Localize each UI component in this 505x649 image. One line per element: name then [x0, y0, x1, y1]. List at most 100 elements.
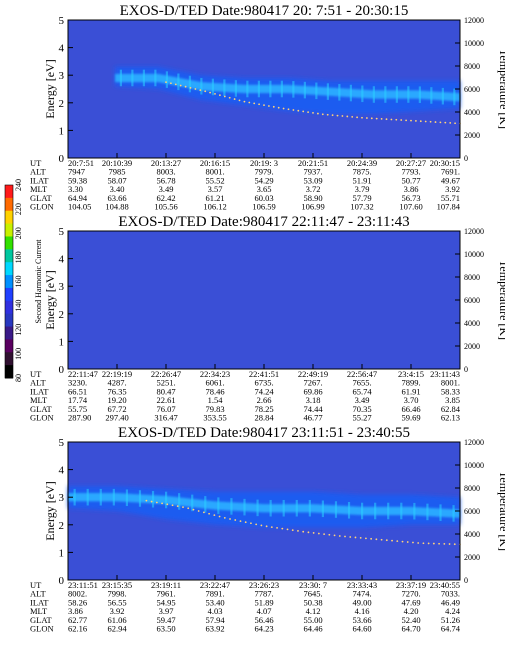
band-stripe: [387, 502, 390, 520]
table-cell: 20:27:27: [396, 158, 426, 168]
table-cell: 6735.: [254, 378, 273, 388]
table-cell: 4.03: [208, 606, 223, 616]
table-cell: 353.55: [203, 413, 226, 423]
table-cell: 3.49: [355, 395, 370, 405]
band-stripe: [372, 86, 375, 103]
table-cell: 23:4:15: [398, 369, 424, 379]
band-stripe: [230, 498, 233, 515]
table-cell: 78.25: [254, 404, 273, 414]
temperature-point: [410, 119, 412, 122]
table-cell: 20:21:51: [298, 158, 328, 168]
table-cell: 3.40: [110, 184, 125, 194]
band-stripe: [138, 490, 142, 507]
table-cell: 3.85: [445, 395, 460, 405]
table-row-label: GLON: [30, 413, 54, 423]
table-cell: 22:56:47: [347, 369, 377, 379]
table-cell: 4.20: [404, 606, 419, 616]
table-cell: 1.54: [208, 395, 224, 405]
y2-tick-label: 6000: [464, 507, 480, 516]
temperature-point: [166, 503, 169, 506]
table-cell: 3.57: [208, 184, 223, 194]
colorbar-swatch: [5, 210, 13, 225]
temperature-point: [317, 112, 319, 115]
band-stripe: [400, 502, 403, 520]
temperature-point: [161, 502, 163, 505]
table-row-label: MLT: [30, 395, 48, 405]
band-stripe: [413, 502, 416, 520]
colorbar-tick-label: 180: [14, 251, 23, 263]
table-cell: 52.40: [401, 615, 420, 625]
temperature-point: [412, 541, 414, 544]
temperature-point: [317, 532, 320, 535]
table-cell: 55.00: [303, 615, 322, 625]
table-cell: 20:24:39: [347, 158, 377, 168]
table-cell: 20:30:15: [430, 158, 460, 168]
y2-tick-label: 12000: [464, 227, 484, 236]
table-cell: 7937.: [303, 167, 322, 177]
temperature-point: [244, 521, 247, 524]
temperature-point: [443, 542, 446, 545]
temperature-point: [302, 530, 305, 533]
temperature-point: [263, 104, 265, 106]
temperature-point: [214, 92, 216, 95]
table-cell: 59.47: [156, 615, 175, 625]
y2-tick-label: 8000: [464, 484, 480, 493]
band-stripe: [131, 69, 134, 87]
table-cell: 7998.: [107, 589, 126, 599]
table-cell: 3.65: [257, 184, 272, 194]
y2-tick-label: 4000: [464, 319, 480, 328]
table-cell: 54.29: [254, 175, 273, 185]
band-stripe: [269, 499, 272, 517]
temperature-point: [341, 115, 344, 117]
table-cell: 55.52: [205, 175, 224, 185]
colorbar-tick-label: 220: [14, 203, 23, 215]
table-cell: 62.42: [156, 193, 175, 203]
table-row-label: GLAT: [30, 404, 53, 414]
table-cell: 3.86: [404, 184, 419, 194]
band-stripe: [282, 499, 285, 517]
table-cell: 64.60: [352, 624, 371, 634]
y2-tick-label: 0: [464, 576, 468, 585]
temperature-point: [432, 542, 435, 545]
table-cell: 59.38: [68, 175, 87, 185]
colorbar-tick-label: 100: [14, 348, 23, 360]
table-cell: 60.03: [254, 193, 273, 203]
table-cell: 64.46: [303, 624, 322, 634]
table-cell: 107.60: [399, 202, 422, 212]
temperature-point: [365, 537, 367, 540]
temperature-point: [189, 86, 192, 89]
table-cell: 22:41:51: [249, 369, 279, 379]
band-stripe: [430, 87, 433, 104]
table-cell: 287.90: [68, 413, 91, 423]
temperature-point: [417, 542, 420, 544]
temperature-point: [380, 118, 383, 120]
table-cell: 23:19:11: [151, 580, 181, 590]
table-cell: 50.77: [401, 175, 420, 185]
table-cell: 46.77: [303, 413, 322, 423]
table-cell: 58.26: [68, 597, 87, 607]
temperature-point: [194, 88, 197, 90]
table-cell: 62.84: [441, 404, 461, 414]
y-tick-label: 4: [59, 43, 65, 55]
table-cell: 74.24: [254, 386, 274, 396]
table-cell: 7899.: [401, 378, 420, 388]
band-stripe: [384, 86, 387, 103]
temperature-point: [354, 536, 357, 539]
y2-tick-label: 12000: [464, 438, 484, 447]
table-cell: 8001.: [205, 167, 224, 177]
band-stripe: [165, 71, 168, 88]
temperature-point: [375, 538, 378, 541]
table-cell: 4.12: [306, 606, 321, 616]
temperature-point: [385, 118, 388, 121]
table-cell: 70.35: [352, 404, 371, 414]
table-cell: 7474.: [352, 589, 371, 599]
table-cell: 22:19:19: [102, 369, 132, 379]
temperature-point: [265, 525, 268, 528]
temperature-point: [390, 118, 393, 121]
band-stripe: [349, 84, 352, 102]
temperature-point: [243, 100, 246, 103]
table-cell: 8003.: [156, 167, 175, 177]
table-cell: 23:11:51: [68, 580, 98, 590]
table-cell: 47.69: [401, 597, 420, 607]
